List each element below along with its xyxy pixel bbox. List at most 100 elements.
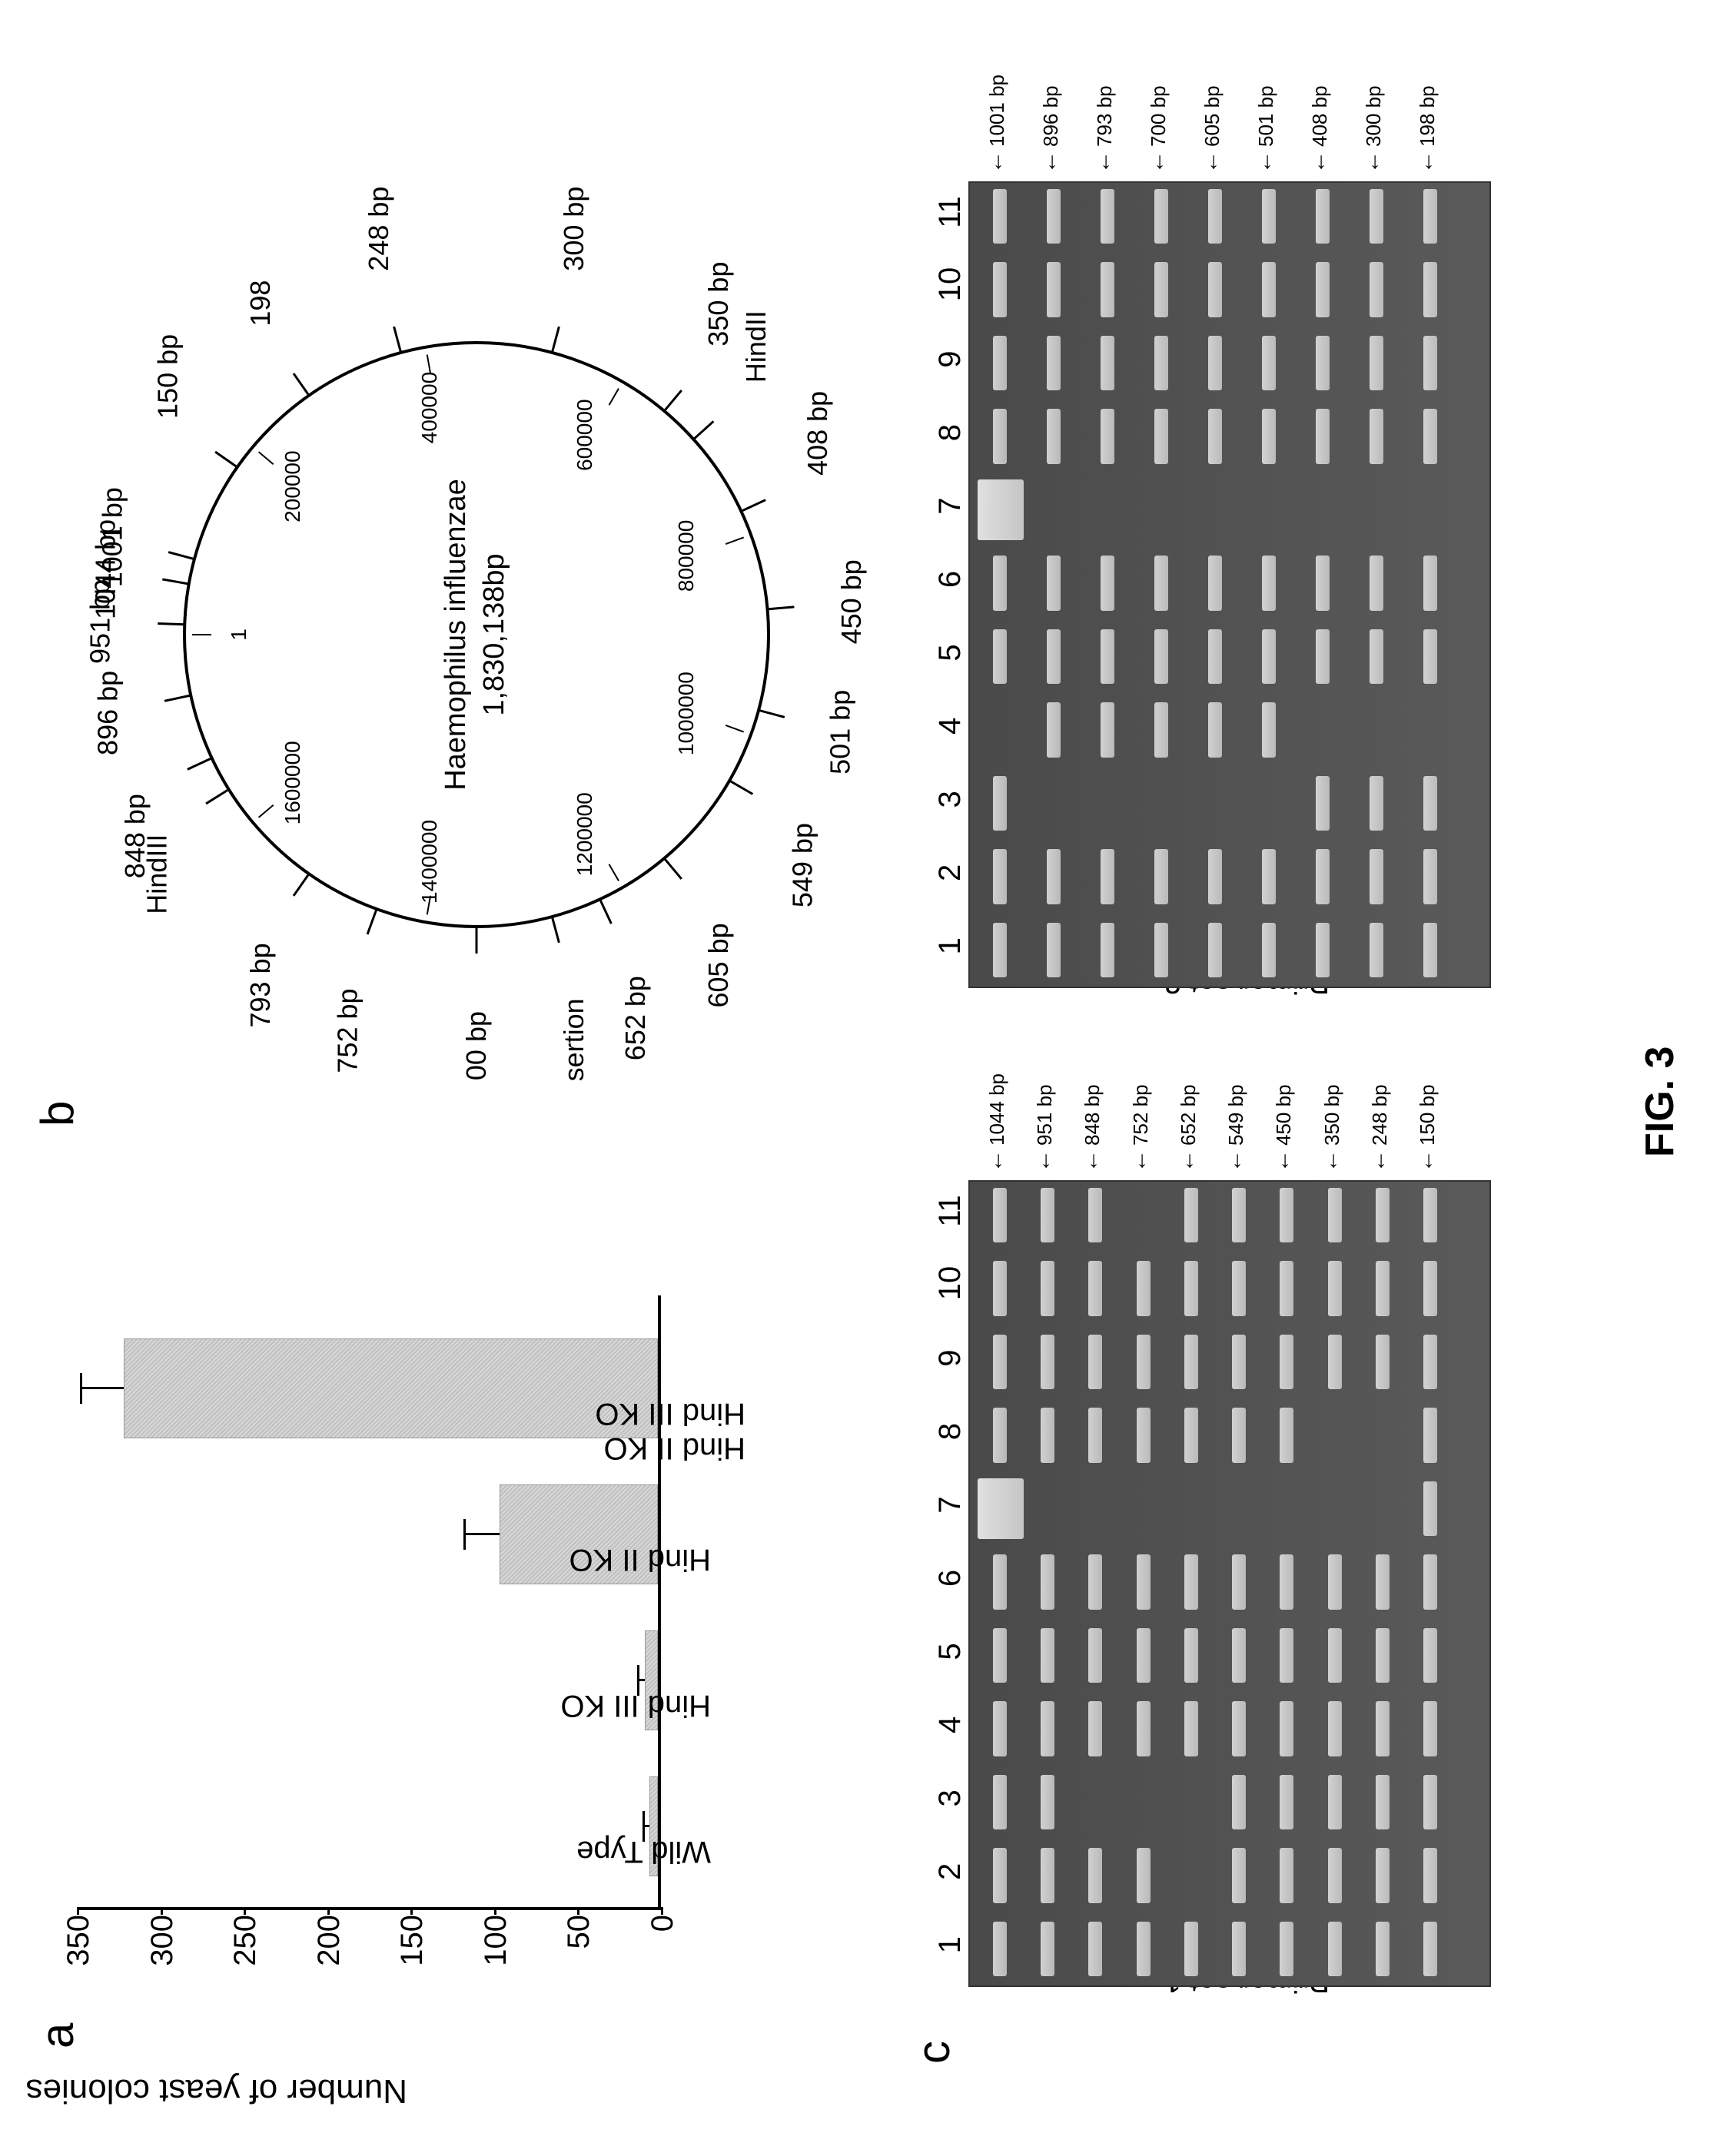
svg-text:700 bp: 700 bp: [460, 1011, 492, 1080]
size-arrow-icon: ←: [1126, 1149, 1152, 1173]
gel-band: [1101, 702, 1114, 757]
gel-band: [1088, 1188, 1102, 1242]
svg-text:350 bp: 350 bp: [702, 262, 734, 347]
gel-band: [1423, 189, 1437, 244]
lane-label: 6: [933, 1563, 968, 1594]
gel-band: [1262, 189, 1276, 244]
gel-band: [1370, 849, 1383, 904]
gel-band: [993, 336, 1007, 390]
gel-band: [1184, 1408, 1198, 1462]
svg-text:400000: 400000: [417, 372, 441, 443]
gel-band: [1280, 1922, 1293, 1976]
svg-text:951 bp: 951 bp: [84, 579, 115, 664]
gel-band: [1232, 1188, 1246, 1242]
gel-band: [1262, 262, 1276, 317]
error-bar: [645, 1825, 650, 1827]
gel-band: [1208, 849, 1222, 904]
svg-text:TN5 insertion: TN5 insertion: [558, 998, 589, 1080]
gel-band: [1370, 336, 1383, 390]
figure-3: a Number of yeast colonies 0501001502002…: [0, 436, 1720, 2156]
gel-band: [1423, 1848, 1437, 1902]
gel-band: [993, 1701, 1007, 1756]
gel-band: [1047, 336, 1061, 390]
gel-band: [993, 262, 1007, 317]
gel-band: [1423, 262, 1437, 317]
size-label: 549 bp: [1224, 1084, 1248, 1146]
svg-text:1: 1: [227, 629, 251, 641]
gel-band: [993, 556, 1007, 610]
gel-band: [1423, 1481, 1437, 1536]
gel-band: [1280, 1628, 1293, 1683]
size-arrow-icon: ←: [982, 1149, 1008, 1173]
gel-band: [993, 629, 1007, 684]
gel-band: [1328, 1628, 1342, 1683]
gel-band: [978, 1478, 1024, 1539]
gel-band: [1370, 262, 1383, 317]
gel-band: [1154, 409, 1168, 463]
gel-band: [1041, 1628, 1054, 1683]
gel-band: [1088, 1701, 1102, 1756]
gel-band: [1041, 1261, 1054, 1315]
size-label: 652 bp: [1177, 1084, 1200, 1146]
gel-band: [993, 409, 1007, 463]
gel-band: [1280, 1775, 1293, 1829]
size-arrow-icon: ←: [1090, 151, 1116, 174]
gel-band: [978, 479, 1024, 540]
size-label: 248 bp: [1368, 1084, 1392, 1146]
size-arrow-icon: ←: [1221, 1149, 1247, 1173]
gel-band: [1088, 1848, 1102, 1902]
error-bar: [82, 1387, 124, 1389]
gel-band: [1137, 1261, 1151, 1315]
gel-band: [1154, 189, 1168, 244]
gel-band: [993, 1335, 1007, 1389]
gel-band: [1280, 1848, 1293, 1902]
lane-label: 3: [933, 784, 968, 814]
error-cap: [463, 1519, 466, 1550]
gel-band: [1232, 1701, 1246, 1756]
y-tick-mark: [244, 1907, 246, 1915]
size-label: 350 bp: [1320, 1084, 1344, 1146]
gel-band: [1316, 409, 1330, 463]
gel-band: [1041, 1701, 1054, 1756]
gel-band: [1370, 629, 1383, 684]
gel-band: [1376, 1628, 1390, 1683]
size-arrow-icon: ←: [1174, 1149, 1200, 1173]
x-category-label: Hind II KO: [569, 1542, 711, 1577]
gel-band: [1137, 1848, 1151, 1902]
size-arrow-icon: ←: [1144, 151, 1170, 174]
size-arrow-icon: ←: [1365, 1149, 1391, 1173]
gel-band: [1370, 776, 1383, 831]
lane-label: 7: [933, 491, 968, 522]
gel-band: [1232, 1628, 1246, 1683]
y-tick-mark: [410, 1907, 413, 1915]
lane-label: 4: [933, 711, 968, 741]
y-tick: 150: [395, 1915, 430, 1984]
gel-band: [1208, 629, 1222, 684]
error-bar: [639, 1679, 645, 1681]
gel-band: [1328, 1335, 1342, 1389]
size-arrow-icon: ←: [1077, 1149, 1104, 1173]
svg-text:HindII: HindII: [740, 310, 772, 383]
gel-band: [993, 1408, 1007, 1462]
gel-band: [1328, 1922, 1342, 1976]
svg-text:1001 bp: 1001 bp: [97, 487, 128, 587]
gel-band: [1154, 849, 1168, 904]
gel-band: [1328, 1261, 1342, 1315]
gel-band: [1370, 556, 1383, 610]
panel-a-label: a: [31, 2023, 84, 2048]
gel-band: [1262, 409, 1276, 463]
gel-band: [1423, 1775, 1437, 1829]
gel-band: [1370, 409, 1383, 463]
gel-band: [1376, 1554, 1390, 1609]
lane-label: 5: [933, 637, 968, 668]
gel-band: [1154, 923, 1168, 977]
gel-band: [1328, 1554, 1342, 1609]
gel-band: [1208, 262, 1222, 317]
svg-text:896 bp: 896 bp: [92, 671, 124, 755]
gel-band: [1184, 1335, 1198, 1389]
gel-band: [1232, 1922, 1246, 1976]
gel-band: [1423, 923, 1437, 977]
gel-band: [993, 1848, 1007, 1902]
y-tick: 250: [228, 1915, 263, 1984]
lane-label: 4: [933, 1710, 968, 1740]
